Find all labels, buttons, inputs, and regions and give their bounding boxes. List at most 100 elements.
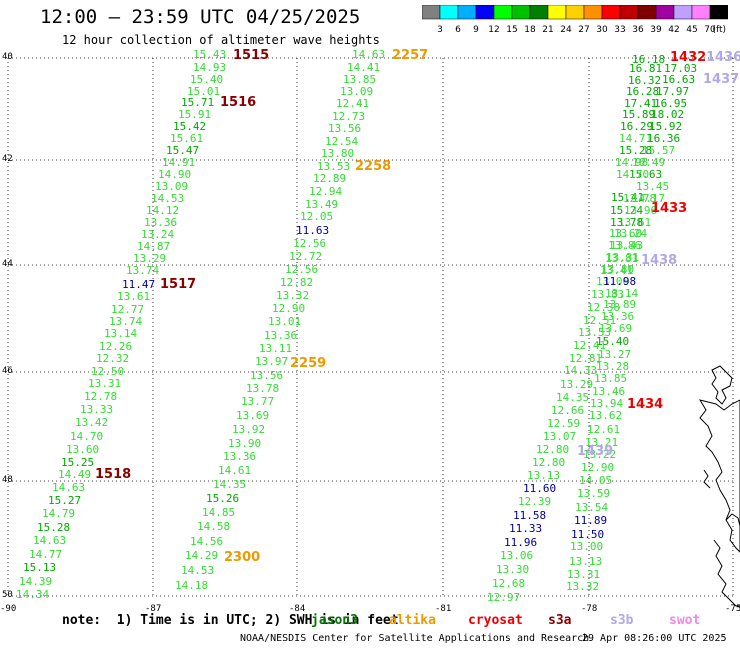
wave-height-label: 13.74 (109, 315, 142, 328)
wave-height-label: 13.85 (343, 73, 376, 86)
wave-height-label: 12.32 (96, 352, 129, 365)
wave-height-map: 15.4314.9315.4015.0115.7115.9115.4215.61… (7, 48, 740, 607)
wave-height-label: 12.56 (293, 237, 326, 250)
coastline (698, 365, 740, 607)
wave-height-label: 11.89 (574, 514, 607, 527)
wave-height-label: 12.97 (487, 591, 520, 604)
wave-height-label: 13.43 (610, 239, 643, 252)
wave-height-label: 15.28 (619, 144, 652, 157)
wave-height-label: 11.50 (571, 528, 604, 541)
wave-height-label: 14.61 (218, 464, 251, 477)
wave-height-label: 12.68 (492, 577, 525, 590)
wave-height-label: 18.02 (651, 108, 684, 121)
wave-height-label: 14.33 (564, 364, 597, 377)
wave-height-label: 13.56 (328, 122, 361, 135)
wave-height-label: 14.79 (42, 507, 75, 520)
scale-label: 27 (578, 25, 589, 35)
wave-height-label: 13.24 (614, 227, 647, 240)
wave-height-label: 16.18 (632, 53, 665, 66)
wave-height-label: 13.28 (596, 360, 629, 373)
wave-height-label: 12.41 (336, 97, 369, 110)
pass-time-label: 1518 (95, 467, 131, 482)
lon-tick: -84 (289, 604, 306, 614)
wave-height-label: 16.63 (662, 73, 695, 86)
wave-height-label: 12.78 (84, 390, 117, 403)
wave-height-label: 12.05 (300, 210, 333, 223)
wave-height-label: 14.05 (579, 474, 612, 487)
wave-height-label: 13.92 (232, 423, 265, 436)
wave-height-label: 14.18 (175, 579, 208, 592)
wave-height-label: 13.21 (585, 436, 618, 449)
wave-height-label: 15.40 (596, 335, 629, 348)
wave-height-label: 13.29 (560, 378, 593, 391)
wave-height-label: 15.43 (193, 48, 226, 61)
wave-height-label: 12.80 (536, 443, 569, 456)
wave-height-label: 15.01 (187, 85, 220, 98)
wave-height-label: 11.33 (509, 522, 542, 535)
legend-note: note: 1) Time is in UTC; 2) SWH is in fe… (62, 613, 399, 628)
scale-label: 6 (455, 25, 461, 35)
map-grid (7, 57, 734, 597)
wave-height-label: 11.60 (523, 482, 556, 495)
wave-height-label: 11.63 (296, 224, 329, 237)
wave-height-label: 12.72 (289, 250, 322, 263)
wave-height-label: 11.47 (122, 278, 155, 291)
wave-height-label: 13.96 (624, 204, 657, 217)
wave-height-label: 13.78 (246, 382, 279, 395)
wave-height-label: 13.33 (80, 403, 113, 416)
wave-height-label: 12.73 (332, 110, 365, 123)
wave-height-label: 13.29 (133, 252, 166, 265)
wave-height-label: 14.63 (52, 481, 85, 494)
wave-height-label: 12.78 (623, 192, 656, 205)
wave-height-label: 12.26 (99, 340, 132, 353)
wave-height-label: 12.90 (581, 461, 614, 474)
wave-height-label: 13.07 (543, 430, 576, 443)
wave-height-label: 13.69 (236, 409, 269, 422)
wave-height-label: 17.97 (656, 85, 689, 98)
wave-height-label: 12.77 (111, 303, 144, 316)
pass-time-label: 1438 (641, 253, 677, 268)
wave-height-label: 14.63 (33, 534, 66, 547)
wave-height-label: 11.96 (504, 536, 537, 549)
wave-height-label: 14.71 (619, 132, 652, 145)
wave-height-label: 13.14 (104, 327, 137, 340)
wave-height-label: 12.38 (587, 301, 620, 314)
wave-height-label: 15.27 (48, 494, 81, 507)
wave-height-label: 13.54 (575, 501, 608, 514)
pass-time-label: 2300 (224, 550, 260, 565)
scale-swatch (709, 5, 728, 20)
pass-time-label: 2259 (290, 356, 326, 371)
wave-height-label: 15.40 (190, 73, 223, 86)
page-title: 12:00 – 23:59 UTC 04/25/2025 (40, 6, 361, 28)
wave-height-label: 13.60 (66, 443, 99, 456)
wave-height-label: 12.41 (573, 339, 606, 352)
wave-height-labels: 15.4314.9315.4015.0115.7115.9115.4215.61… (16, 48, 697, 604)
scale-label: 30 (596, 25, 608, 35)
scale-label: 3 (437, 25, 443, 35)
wave-height-label: 13.13 (569, 555, 602, 568)
wave-height-label: 13.36 (144, 216, 177, 229)
lon-tick: -87 (145, 604, 162, 614)
wave-height-label: 13.31 (567, 568, 600, 581)
pass-time-label: 1433 (651, 201, 687, 216)
pass-time-label: 1437 (703, 72, 739, 87)
scale-label: 24 (560, 25, 572, 35)
wave-height-label: 12.51 (583, 314, 616, 327)
wave-height-label: 13.45 (636, 180, 669, 193)
wave-height-label: 16.36 (647, 132, 680, 145)
wave-height-label: 11.98 (603, 275, 636, 288)
pass-time-label: 2257 (392, 48, 428, 63)
wave-height-label: 13.81 (605, 252, 638, 265)
wave-height-label: 16.32 (628, 74, 661, 87)
wave-height-label: 14.53 (151, 192, 184, 205)
wave-height-label: 13.27 (598, 348, 631, 361)
wave-height-label: 15.92 (649, 120, 682, 133)
wave-height-label: 13.49 (305, 198, 338, 211)
wave-height-label: 13.60 (609, 227, 642, 240)
scale-label: 21 (542, 25, 553, 35)
wave-height-label: 13.59 (577, 487, 610, 500)
wave-height-label: 14.29 (185, 549, 218, 562)
wave-height-label: 15.57 (642, 144, 675, 157)
wave-height-label: 12.81 (569, 352, 602, 365)
wave-height-label: 14.70 (616, 168, 649, 181)
